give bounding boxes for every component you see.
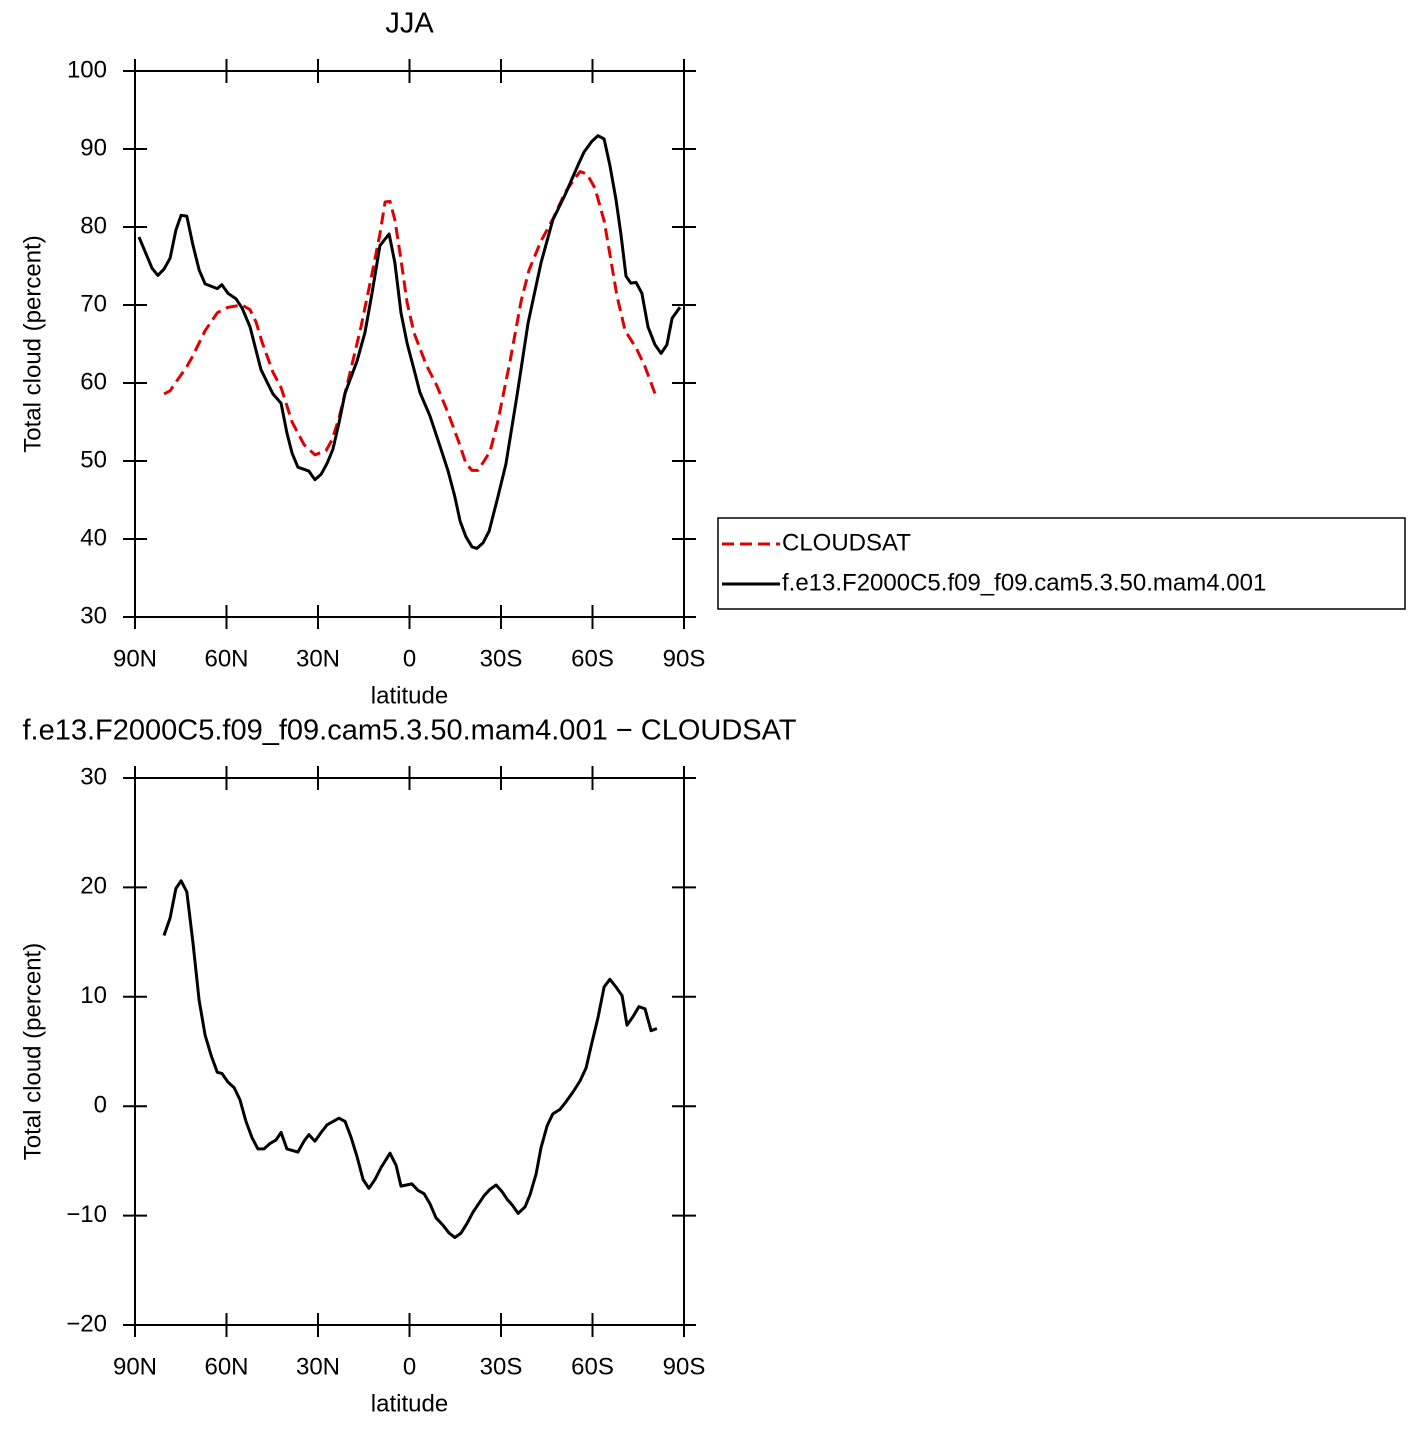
y-tick-label: 70 <box>80 290 107 317</box>
x-tick-label: 60S <box>571 1353 614 1380</box>
x-tick-label: 90N <box>113 1353 157 1380</box>
legend-label: CLOUDSAT <box>782 529 911 556</box>
chart-title: f.e13.F2000C5.f09_f09.cam5.3.50.mam4.001… <box>22 715 796 747</box>
x-tick-label: 90N <box>113 645 157 672</box>
data-line <box>162 879 658 1239</box>
y-tick-label: 50 <box>80 446 107 473</box>
y-tick-label: 80 <box>80 212 107 239</box>
x-tick-label: 30N <box>296 1353 340 1380</box>
y-tick-label: 30 <box>80 602 107 629</box>
plot-frame <box>134 70 685 618</box>
x-tick-label: 30S <box>480 645 523 672</box>
y-axis-label: Total cloud (percent) <box>19 943 46 1160</box>
x-tick-label: 60N <box>204 1353 248 1380</box>
y-tick-label: 0 <box>94 1092 107 1119</box>
x-tick-label: 0 <box>403 645 416 672</box>
y-tick-label: 40 <box>80 524 107 551</box>
data-line <box>163 170 658 472</box>
y-tick-label: −10 <box>66 1201 107 1228</box>
x-tick-label: 0 <box>403 1353 416 1380</box>
y-tick-label: 30 <box>80 763 107 790</box>
x-axis-label: latitude <box>371 682 448 709</box>
x-tick-label: 90S <box>663 1353 706 1380</box>
y-tick-label: 100 <box>67 56 107 83</box>
legend-label: f.e13.F2000C5.f09_f09.cam5.3.50.mam4.001 <box>782 569 1266 596</box>
x-tick-label: 60S <box>571 645 614 672</box>
chart-title: JJA <box>385 8 434 40</box>
x-tick-label: 30S <box>480 1353 523 1380</box>
x-tick-label: 60N <box>204 645 248 672</box>
x-axis-label: latitude <box>371 1390 448 1417</box>
legend-box <box>717 517 1406 610</box>
x-tick-label: 30N <box>296 645 340 672</box>
y-axis-label: Total cloud (percent) <box>19 235 46 452</box>
y-tick-label: 60 <box>80 368 107 395</box>
y-tick-label: 90 <box>80 134 107 161</box>
x-tick-label: 90S <box>663 645 706 672</box>
y-tick-label: 20 <box>80 873 107 900</box>
y-tick-label: 10 <box>80 982 107 1009</box>
data-line <box>137 134 682 550</box>
plot-frame <box>134 777 685 1326</box>
y-tick-label: −20 <box>66 1310 107 1337</box>
